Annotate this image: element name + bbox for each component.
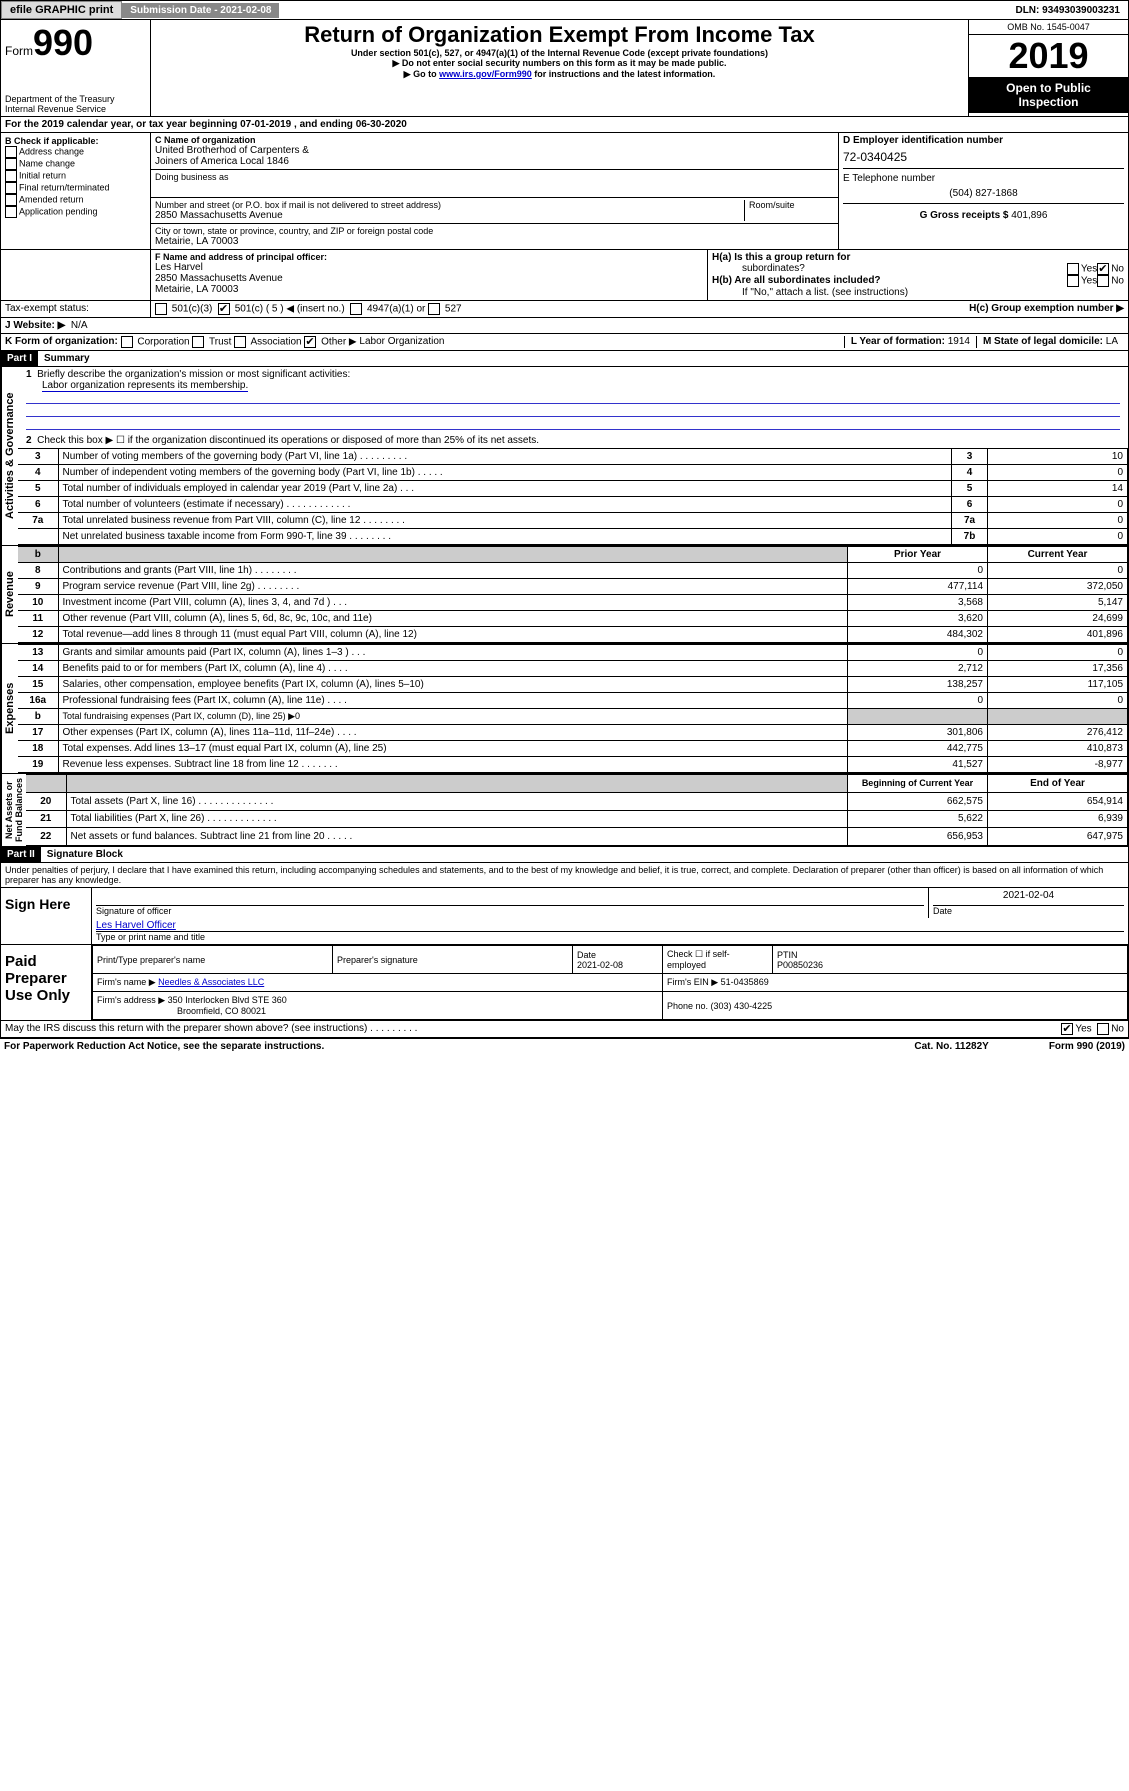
rev-table: bPrior YearCurrent Year8Contributions an…: [18, 546, 1128, 643]
line-j: J Website: ▶ N/A: [0, 318, 1129, 334]
sub2: ▶ Do not enter social security numbers o…: [155, 58, 964, 69]
telephone: (504) 827-1868: [843, 184, 1124, 203]
ck-trust[interactable]: Trust: [192, 336, 231, 348]
paid-preparer: Paid Preparer Use Only Print/Type prepar…: [0, 945, 1129, 1021]
ck-527[interactable]: 527: [428, 303, 461, 315]
gov-label: Activities & Governance: [1, 367, 18, 545]
form-number: 990: [33, 22, 93, 63]
topbar: efile GRAPHIC print Submission Date - 20…: [0, 0, 1129, 20]
dln: DLN: 93493039003231: [1007, 3, 1128, 18]
form990-link[interactable]: www.irs.gov/Form990: [439, 69, 532, 79]
net-section: Net Assets orFund Balances Beginning of …: [0, 774, 1129, 847]
gov-section: Activities & Governance 1 Briefly descri…: [0, 367, 1129, 546]
section-bcd: B Check if applicable: Address change Na…: [0, 133, 1129, 250]
ein: 72-0340425: [843, 146, 1124, 168]
submission-date: Submission Date - 2021-02-08: [122, 3, 279, 18]
form-word: Form: [5, 44, 33, 58]
col-b: B Check if applicable: Address change Na…: [1, 133, 151, 249]
irs: Internal Revenue Service: [5, 104, 146, 114]
part2-header: Part II Signature Block: [0, 847, 1129, 863]
exp-label: Expenses: [1, 644, 18, 773]
line-i: Tax-exempt status: 501(c)(3) 501(c) ( 5 …: [0, 301, 1129, 318]
year: 2019: [969, 35, 1128, 77]
exp-section: Expenses 13Grants and similar amounts pa…: [0, 644, 1129, 774]
preparer-table: Print/Type preparer's name Preparer's si…: [92, 945, 1128, 1020]
sub3: ▶ Go to www.irs.gov/Form990 for instruct…: [155, 69, 964, 80]
ck-assoc[interactable]: Association: [234, 336, 301, 348]
efile-btn[interactable]: efile GRAPHIC print: [1, 1, 122, 19]
rev-section: Revenue bPrior YearCurrent Year8Contribu…: [0, 546, 1129, 644]
line-a: For the 2019 calendar year, or tax year …: [0, 117, 1129, 133]
form-header: Form990 Department of the Treasury Inter…: [0, 20, 1129, 117]
ha-yes[interactable]: Yes: [1067, 263, 1097, 275]
gross-receipts: 401,896: [1011, 210, 1047, 221]
omb: OMB No. 1545-0047: [969, 20, 1128, 35]
sign-block: Sign Here Signature of officer 2021-02-0…: [0, 888, 1129, 945]
discuss-yes[interactable]: Yes: [1061, 1023, 1091, 1035]
ha-no[interactable]: No: [1097, 263, 1124, 275]
ck-name[interactable]: Name change: [5, 158, 146, 170]
ck-amended[interactable]: Amended return: [5, 194, 146, 206]
ck-initial[interactable]: Initial return: [5, 170, 146, 182]
net-label: Net Assets orFund Balances: [1, 774, 26, 846]
form-title: Return of Organization Exempt From Incom…: [155, 22, 964, 48]
exp-table: 13Grants and similar amounts paid (Part …: [18, 644, 1128, 773]
ck-corp[interactable]: Corporation: [121, 336, 190, 348]
ck-501c3[interactable]: 501(c)(3): [155, 303, 212, 315]
hb-no[interactable]: No: [1097, 275, 1124, 287]
dept: Department of the Treasury: [5, 94, 146, 104]
declaration: Under penalties of perjury, I declare th…: [0, 863, 1129, 888]
open-inspection: Open to PublicInspection: [969, 77, 1128, 113]
ck-pending[interactable]: Application pending: [5, 206, 146, 218]
col-c: C Name of organization United Brotherhod…: [151, 133, 838, 249]
officer-name[interactable]: Les Harvel Officer: [96, 920, 1124, 932]
sign-here: Sign Here: [1, 888, 91, 944]
gov-table: 3Number of voting members of the governi…: [18, 448, 1128, 545]
discuss-row: May the IRS discuss this return with the…: [0, 1021, 1129, 1038]
ck-final[interactable]: Final return/terminated: [5, 182, 146, 194]
line-klm: K Form of organization: Corporation Trus…: [0, 334, 1129, 351]
col-d: D Employer identification number 72-0340…: [838, 133, 1128, 249]
section-fh: F Name and address of principal officer:…: [0, 250, 1129, 301]
sub1: Under section 501(c), 527, or 4947(a)(1)…: [155, 48, 964, 58]
net-table: Beginning of Current YearEnd of Year20To…: [26, 774, 1128, 846]
discuss-no[interactable]: No: [1097, 1023, 1124, 1035]
ck-other[interactable]: Other ▶: [304, 336, 356, 348]
ck-501c[interactable]: 501(c) ( 5 ) ◀ (insert no.): [218, 303, 345, 315]
firm-link[interactable]: Needles & Associates LLC: [158, 977, 264, 987]
hb-yes[interactable]: Yes: [1067, 275, 1097, 287]
footer: For Paperwork Reduction Act Notice, see …: [0, 1038, 1129, 1054]
part1-header: Part I Summary: [0, 351, 1129, 367]
paid-label: Paid Preparer Use Only: [1, 945, 91, 1020]
ck-4947[interactable]: 4947(a)(1) or: [350, 303, 425, 315]
rev-label: Revenue: [1, 546, 18, 643]
ck-address[interactable]: Address change: [5, 146, 146, 158]
